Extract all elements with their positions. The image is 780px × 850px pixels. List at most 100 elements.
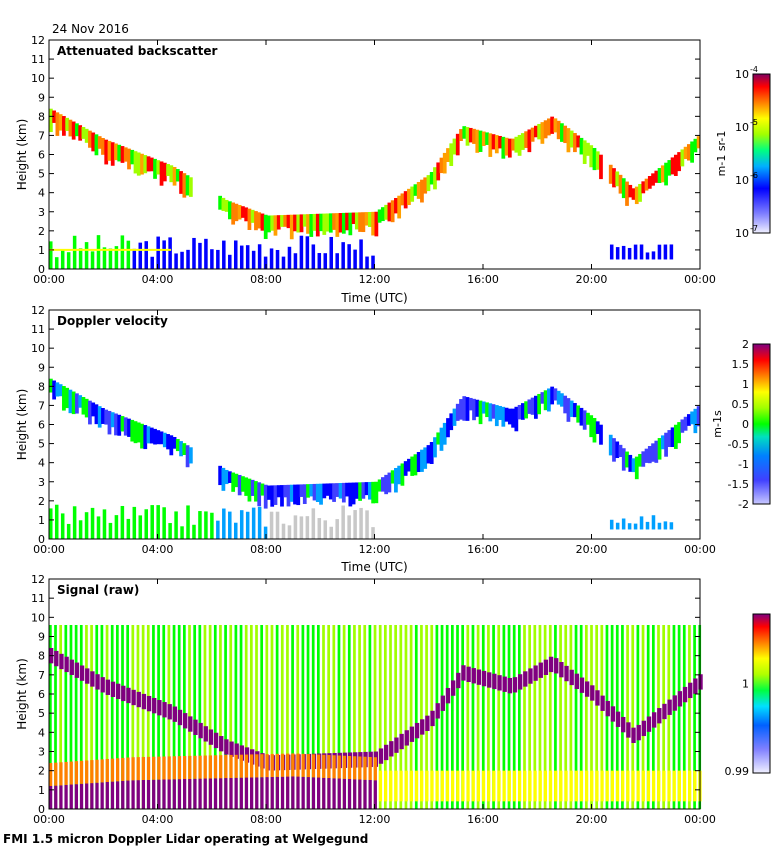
data-cell: [471, 668, 476, 684]
data-cell: [554, 770, 558, 802]
data-cell: [335, 519, 339, 539]
data-cell: [188, 778, 192, 809]
data-cell: [394, 625, 398, 809]
data-cell: [512, 677, 518, 693]
data-cell: [273, 485, 278, 505]
data-cell: [49, 241, 53, 269]
data-cell: [615, 171, 620, 187]
data-cell: [54, 785, 58, 809]
data-cell: [311, 244, 316, 269]
data-cell: [177, 756, 182, 780]
data-cell: [228, 254, 232, 269]
data-cell: [328, 213, 333, 233]
data-cell: [221, 467, 226, 491]
data-cell: [511, 138, 515, 151]
data-cell: [683, 416, 688, 431]
data-cell: [455, 133, 460, 156]
data-cell: [574, 673, 580, 689]
data-cell: [553, 118, 558, 133]
data-cell: [101, 408, 105, 424]
colorbar-tick-label: 0: [742, 418, 749, 431]
data-cell: [481, 625, 485, 809]
data-cell: [445, 770, 450, 802]
data-cell: [224, 469, 229, 485]
data-cell: [138, 242, 143, 269]
data-cell: [367, 211, 372, 227]
data-cell: [335, 483, 340, 497]
data-cell: [527, 129, 532, 153]
data-cell: [65, 117, 70, 131]
data-cell: [169, 165, 174, 183]
panel-title: Doppler velocity: [57, 314, 168, 328]
data-cell: [582, 140, 587, 164]
data-cell: [255, 777, 259, 809]
data-cell: [540, 122, 545, 144]
data-cell: [244, 754, 249, 778]
y-tick-label: 12: [31, 304, 45, 317]
data-cell: [566, 128, 571, 153]
data-cell: [64, 656, 69, 673]
data-cell: [146, 779, 151, 809]
data-cell: [64, 784, 68, 809]
data-cell: [114, 413, 118, 436]
data-cell: [91, 132, 96, 152]
y-tick-label: 8: [38, 110, 45, 123]
data-cell: [267, 215, 271, 233]
colorbar-tick-label: 10: [735, 227, 749, 240]
data-cell: [595, 625, 599, 809]
data-cell: [690, 411, 694, 425]
data-cell: [180, 526, 184, 539]
data-cell: [543, 659, 549, 675]
y-axis-label: Height (km): [15, 119, 29, 190]
data-cell: [179, 441, 183, 457]
data-cell: [136, 691, 141, 708]
data-cell: [688, 625, 691, 809]
data-cell: [523, 671, 528, 687]
data-cell: [126, 757, 130, 781]
data-cell: [68, 119, 73, 137]
data-cell: [263, 484, 268, 509]
data-cell: [348, 212, 353, 236]
data-cell: [305, 516, 310, 539]
data-cell: [311, 508, 316, 539]
data-cell: [198, 722, 203, 739]
data-cell: [389, 625, 392, 809]
data-cell: [475, 399, 480, 417]
data-cell: [131, 689, 136, 706]
data-cell: [141, 625, 145, 809]
data-cell: [548, 656, 554, 673]
data-cell: [102, 509, 107, 539]
y-tick-label: 2: [38, 765, 45, 778]
data-cell: [144, 241, 149, 269]
data-cell: [590, 770, 594, 802]
data-cell: [97, 406, 102, 428]
data-cell: [152, 756, 156, 780]
data-cell: [351, 212, 356, 225]
data-cell: [673, 424, 678, 449]
data-cell: [450, 680, 456, 696]
data-cell: [244, 777, 249, 809]
data-cell: [600, 695, 605, 711]
data-cell: [273, 215, 278, 236]
data-cell: [407, 188, 411, 206]
data-cell: [693, 625, 696, 809]
data-cell: [79, 665, 85, 681]
data-cell: [286, 214, 291, 229]
data-cell: [672, 770, 676, 802]
data-cell: [270, 625, 274, 809]
data-cell: [97, 136, 102, 149]
data-cell: [327, 625, 331, 809]
data-cell: [358, 212, 362, 232]
data-cell: [315, 213, 320, 237]
data-cell: [306, 625, 310, 809]
data-cell: [222, 240, 226, 269]
data-cell: [449, 413, 454, 431]
data-cell: [621, 716, 626, 733]
x-tick-label: 12:00: [359, 813, 391, 826]
data-cell: [476, 625, 480, 809]
data-cell: [301, 776, 305, 809]
data-cell: [66, 252, 71, 269]
data-cell: [85, 783, 89, 809]
data-cell: [592, 417, 597, 443]
data-cell: [110, 758, 115, 782]
